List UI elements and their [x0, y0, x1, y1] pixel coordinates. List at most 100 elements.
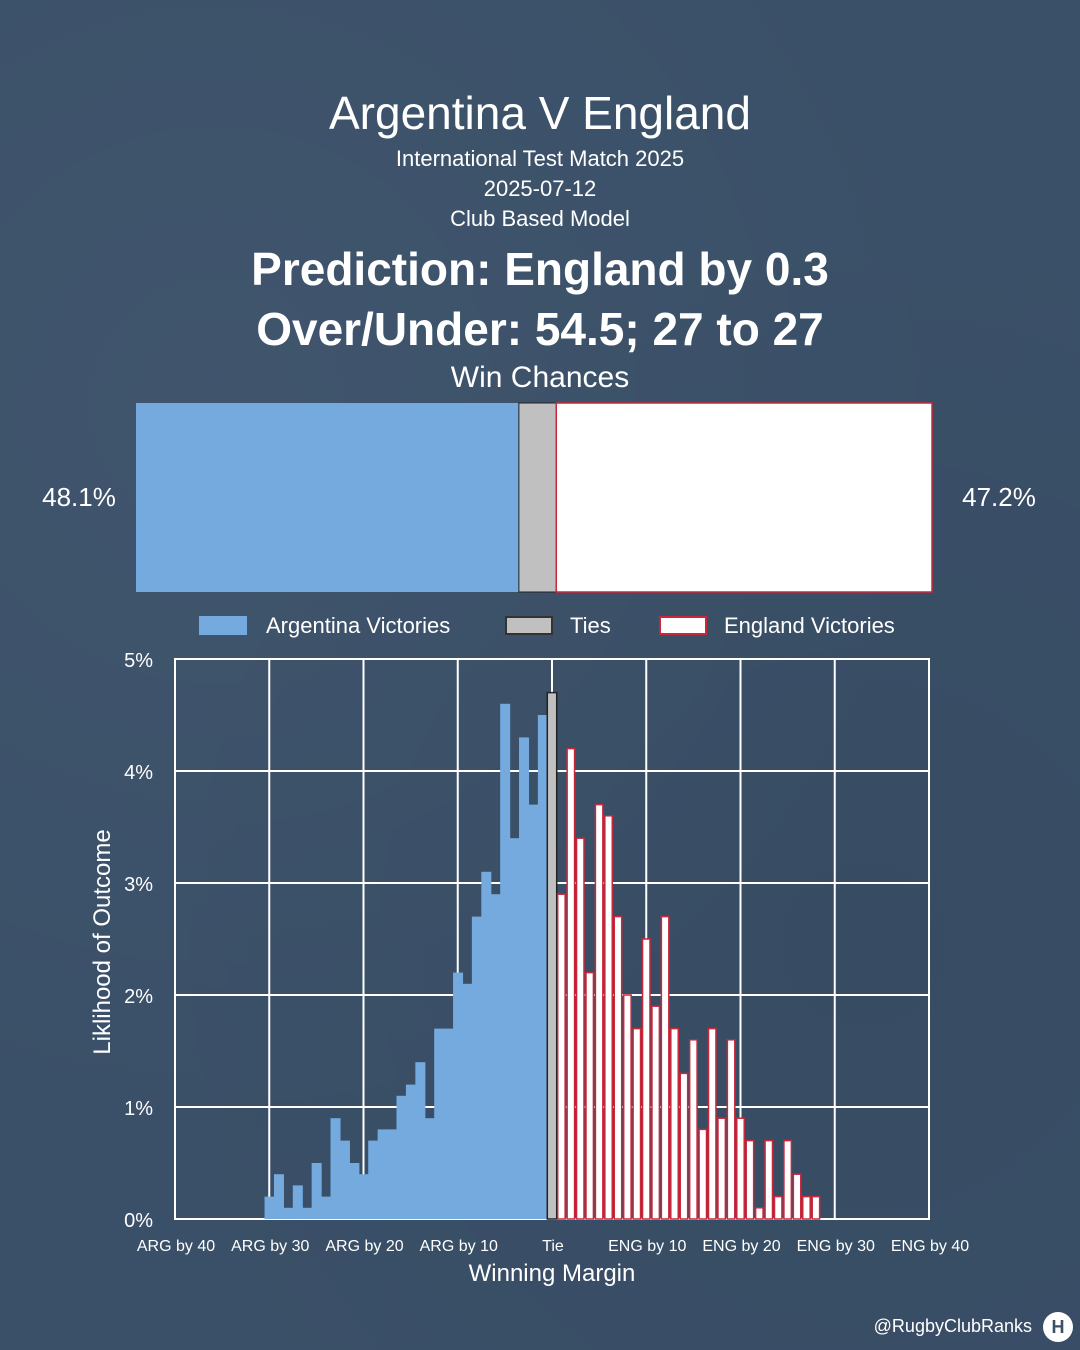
bar-england	[811, 1195, 821, 1220]
bar-argentina	[283, 1207, 294, 1219]
x-axis-label: Winning Margin	[469, 1260, 636, 1287]
bar-argentina	[273, 1174, 284, 1219]
legend-ties-label: Ties	[570, 613, 611, 638]
bar-england	[575, 837, 585, 1220]
bar-argentina	[443, 1028, 454, 1219]
chart-title: Argentina V England	[329, 87, 751, 139]
bar-argentina	[528, 804, 539, 1219]
bar-england	[660, 915, 670, 1220]
x-tick-label: ENG by 40	[891, 1238, 969, 1255]
x-tick-label: ENG by 20	[702, 1238, 780, 1255]
bar-argentina	[330, 1118, 341, 1219]
bar-argentina	[292, 1185, 303, 1219]
logo-icon: H	[1043, 1312, 1073, 1342]
legend: Argentina Victories Ties England Victories	[199, 613, 895, 638]
bar-england	[679, 1072, 689, 1220]
x-tick-label: ARG by 30	[231, 1238, 309, 1255]
bar-england	[764, 1139, 774, 1220]
x-tick-label: ARG by 20	[325, 1238, 403, 1255]
bar-argentina	[481, 871, 492, 1219]
bar-argentina	[424, 1118, 435, 1219]
bar-argentina	[349, 1163, 360, 1219]
bar-england	[585, 971, 595, 1220]
bar-england	[622, 994, 632, 1220]
y-tick-label: 3%	[124, 874, 153, 896]
histogram-plot: 0% 1% 2% 3% 4% 5% ARG by 40 ARG by 30 ARG by 20 A…	[124, 650, 969, 1255]
bar-england	[707, 1027, 717, 1220]
y-tick-label: 2%	[124, 986, 153, 1008]
win-bar-england	[555, 402, 933, 593]
legend-argentina-swatch	[199, 616, 247, 635]
legend-ties-swatch	[505, 616, 553, 635]
bar-argentina	[321, 1196, 332, 1219]
england-win-pct: 47.2%	[962, 482, 1036, 512]
match-date: 2025-07-12	[483, 176, 597, 201]
bar-argentina	[368, 1140, 379, 1219]
y-tick-label: 0%	[124, 1210, 153, 1232]
legend-england-swatch	[659, 616, 707, 635]
model-name: Club Based Model	[450, 206, 630, 231]
y-tick-label: 4%	[124, 762, 153, 784]
bar-argentina	[537, 715, 548, 1219]
bar-england	[613, 915, 623, 1220]
bar-argentina	[387, 1129, 398, 1219]
bar-england	[688, 1039, 698, 1220]
legend-argentina-label: Argentina Victories	[266, 613, 450, 638]
bar-england	[566, 747, 576, 1220]
win-chance-bar	[136, 402, 933, 593]
prediction-text: Prediction: England by 0.3	[251, 243, 829, 295]
bar-argentina	[462, 983, 473, 1219]
bar-argentina	[415, 1062, 426, 1219]
bar-argentina	[264, 1196, 275, 1219]
bar-argentina	[490, 894, 501, 1219]
win-bar-argentina	[136, 403, 519, 592]
x-tick-label: ENG by 30	[797, 1238, 875, 1255]
bar-england	[783, 1139, 793, 1220]
bar-england	[726, 1039, 736, 1220]
win-chances-title: Win Chances	[450, 361, 630, 394]
bar-england	[736, 1117, 745, 1220]
bar-england	[802, 1195, 811, 1220]
y-axis-label: Liklihood of Outcome	[89, 829, 116, 1054]
bar-england	[754, 1207, 764, 1220]
bar-england	[717, 1117, 727, 1220]
bar-england	[773, 1195, 783, 1220]
bar-england	[670, 1027, 679, 1220]
x-tick-label: ENG by 10	[608, 1238, 686, 1255]
y-tick-label: 1%	[124, 1098, 153, 1120]
x-tick-label: ARG by 10	[420, 1238, 498, 1255]
bar-england	[556, 893, 566, 1220]
bar-england	[792, 1173, 802, 1220]
bar-argentina	[509, 838, 520, 1219]
bar-england	[651, 1005, 661, 1220]
bar-england	[698, 1128, 708, 1220]
competition-name: International Test Match 2025	[395, 146, 685, 171]
bar-argentina	[358, 1174, 369, 1219]
bar-argentina	[377, 1129, 388, 1219]
y-tick-label: 5%	[124, 650, 153, 672]
bar-argentina	[302, 1207, 313, 1219]
bar-argentina	[519, 737, 530, 1219]
bar-argentina	[339, 1140, 350, 1219]
bar-england	[745, 1139, 755, 1220]
bar-argentina	[500, 703, 511, 1219]
bar-england	[632, 1027, 642, 1220]
bar-argentina	[396, 1095, 407, 1219]
bar-argentina	[453, 972, 464, 1219]
win-bar-tie	[518, 402, 557, 593]
bar-england	[604, 815, 614, 1220]
bar-argentina	[471, 916, 482, 1219]
bar-england	[641, 938, 651, 1220]
bar-england	[594, 803, 604, 1220]
bar-tie	[546, 691, 558, 1220]
watermark: @RugbyClubRanks	[873, 1316, 1032, 1336]
legend-england-label: England Victories	[724, 613, 895, 638]
x-tick-label: ARG by 40	[137, 1238, 215, 1255]
x-tick-label: Tie	[542, 1238, 564, 1255]
bar-argentina	[405, 1084, 416, 1219]
bar-argentina	[311, 1163, 322, 1219]
argentina-win-pct: 48.1%	[42, 482, 116, 512]
over-under-text: Over/Under: 54.5; 27 to 27	[256, 303, 824, 355]
bar-argentina	[434, 1028, 445, 1219]
